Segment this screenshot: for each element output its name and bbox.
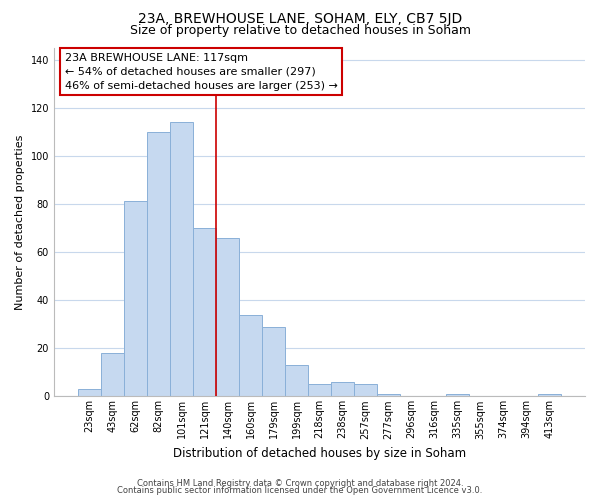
- Text: Size of property relative to detached houses in Soham: Size of property relative to detached ho…: [130, 24, 470, 37]
- Text: 23A BREWHOUSE LANE: 117sqm
← 54% of detached houses are smaller (297)
46% of sem: 23A BREWHOUSE LANE: 117sqm ← 54% of deta…: [65, 52, 337, 90]
- Bar: [147, 132, 170, 396]
- Bar: [538, 394, 561, 396]
- Bar: [262, 326, 285, 396]
- Bar: [331, 382, 354, 396]
- Bar: [239, 314, 262, 396]
- Bar: [446, 394, 469, 396]
- X-axis label: Distribution of detached houses by size in Soham: Distribution of detached houses by size …: [173, 447, 466, 460]
- Text: 23A, BREWHOUSE LANE, SOHAM, ELY, CB7 5JD: 23A, BREWHOUSE LANE, SOHAM, ELY, CB7 5JD: [138, 12, 462, 26]
- Bar: [78, 389, 101, 396]
- Bar: [285, 365, 308, 396]
- Bar: [170, 122, 193, 396]
- Bar: [124, 202, 147, 396]
- Y-axis label: Number of detached properties: Number of detached properties: [15, 134, 25, 310]
- Text: Contains HM Land Registry data © Crown copyright and database right 2024.: Contains HM Land Registry data © Crown c…: [137, 478, 463, 488]
- Bar: [354, 384, 377, 396]
- Bar: [377, 394, 400, 396]
- Bar: [216, 238, 239, 396]
- Text: Contains public sector information licensed under the Open Government Licence v3: Contains public sector information licen…: [118, 486, 482, 495]
- Bar: [193, 228, 216, 396]
- Bar: [308, 384, 331, 396]
- Bar: [101, 353, 124, 397]
